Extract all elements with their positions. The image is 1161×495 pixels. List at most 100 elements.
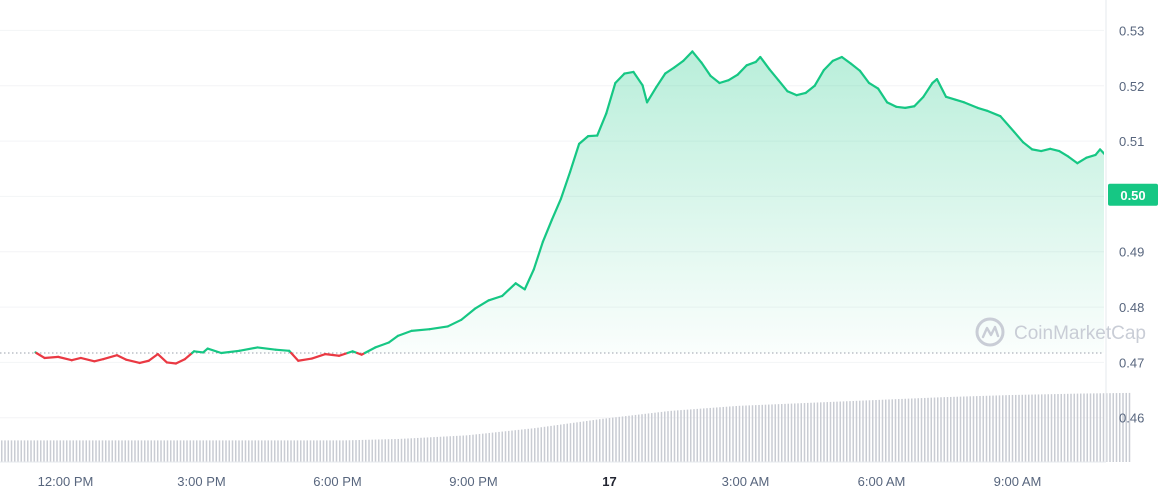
volume-bar [963, 396, 965, 462]
volume-bar [137, 440, 139, 462]
volume-bar [1031, 394, 1033, 462]
volume-bar [1115, 393, 1118, 462]
volume-bar [270, 440, 273, 462]
volume-bar [316, 440, 318, 462]
volume-bar [959, 396, 962, 462]
volume-bar [589, 420, 591, 462]
volume-bar [254, 440, 256, 462]
price-segment [460, 307, 477, 321]
volume-bar [605, 418, 607, 462]
volume-bar [1070, 393, 1072, 462]
volume-bar [228, 440, 230, 462]
volume-bars [1, 392, 1131, 462]
volume-bar [1089, 393, 1092, 462]
current-price-badge[interactable]: 0.50 [1108, 183, 1158, 206]
price-segment [396, 329, 413, 337]
volume-bar [140, 440, 143, 462]
price-segment [944, 95, 957, 101]
volume-bar [257, 440, 260, 462]
volume-bar [10, 440, 13, 462]
volume-bar [446, 436, 448, 462]
volume-bar [582, 421, 585, 462]
volume-bar [326, 440, 328, 462]
volume-bar [413, 438, 416, 462]
volume-bar [82, 440, 84, 462]
volume-bar [664, 411, 666, 462]
volume-bar [634, 414, 637, 462]
volume-bar [144, 440, 146, 462]
price-segment [43, 355, 60, 360]
volume-bar [36, 440, 39, 462]
volume-bar [628, 415, 630, 462]
volume-bar [995, 395, 997, 462]
volume-bar [30, 440, 32, 462]
volume-bar [397, 438, 399, 462]
volume-bar [478, 433, 481, 462]
volume-bar [27, 440, 29, 462]
price-segment [35, 351, 46, 360]
volume-bar [1096, 393, 1098, 462]
price-segment [645, 86, 658, 104]
volume-bar [88, 440, 91, 462]
volume-bar [716, 407, 718, 462]
price-segment [999, 115, 1016, 133]
volume-bar [365, 439, 367, 462]
volume-bar [20, 440, 22, 462]
volume-bar [907, 398, 910, 462]
volume-bar [114, 440, 117, 462]
volume-bar [1125, 392, 1127, 462]
volume-bar [105, 440, 107, 462]
price-segment [238, 346, 259, 352]
volume-bar [170, 440, 172, 462]
volume-bar [459, 435, 461, 462]
price-segment [487, 294, 504, 302]
price-segment [79, 356, 96, 363]
volume-bar [417, 437, 419, 462]
watermark-text: CoinMarketCap [1014, 323, 1146, 344]
volume-bar [300, 440, 302, 462]
volume-bar [553, 425, 555, 462]
volume-bar [313, 440, 315, 462]
volume-bar [23, 440, 26, 462]
price-segment [985, 109, 1002, 118]
volume-bar [573, 422, 575, 462]
volume-bar [1122, 392, 1124, 462]
volume-bar [1047, 394, 1049, 462]
volume-bar [758, 404, 760, 462]
price-segment [1109, 159, 1114, 173]
volume-bar [979, 396, 981, 462]
volume-bar [160, 440, 162, 462]
volume-bar [631, 415, 633, 462]
volume-bar [335, 440, 338, 462]
volume-bar [621, 416, 624, 462]
volume-bar [352, 440, 354, 462]
volume-bar [852, 400, 854, 462]
price-segment [759, 55, 771, 71]
volume-bar [189, 440, 191, 462]
volume-bar [277, 440, 279, 462]
y-tick-label: 0.52 [1119, 79, 1144, 94]
price-segment [70, 356, 82, 362]
volume-bar [205, 440, 208, 462]
x-tick-label: 12:00 PM [38, 474, 94, 489]
volume-bar [59, 440, 61, 462]
volume-bar [800, 403, 802, 462]
volume-bar [1086, 393, 1088, 462]
volume-bar [683, 409, 685, 462]
price-segment [953, 98, 966, 104]
price-segment [876, 87, 889, 104]
volume-bar [742, 405, 744, 462]
volume-bar [595, 419, 598, 462]
x-tick-label: 17 [602, 474, 616, 489]
volume-bar [534, 428, 536, 462]
volume-bar [875, 400, 877, 462]
volume-bar [287, 440, 289, 462]
volume-bar [482, 433, 484, 462]
volume-bar [163, 440, 165, 462]
volume-bar [550, 425, 552, 462]
volume-bar [462, 435, 464, 462]
price-segment [290, 351, 300, 362]
volume-bar [1041, 394, 1043, 462]
price-segment [641, 84, 649, 104]
